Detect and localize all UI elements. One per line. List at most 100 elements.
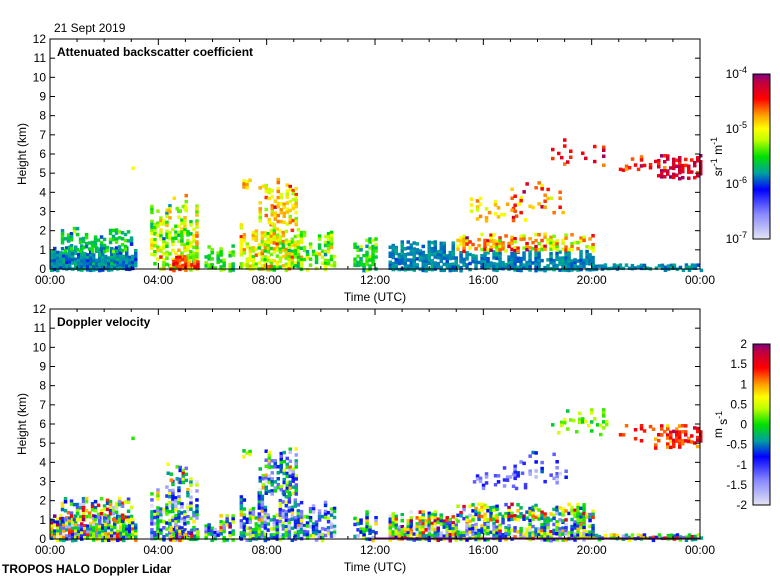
data-cell bbox=[196, 533, 200, 537]
data-cell bbox=[551, 423, 555, 427]
data-cell bbox=[511, 484, 516, 488]
data-cell bbox=[576, 511, 580, 516]
data-cell bbox=[516, 265, 520, 269]
x-axis-label: Time (UTC) bbox=[344, 560, 406, 574]
data-cell bbox=[110, 250, 114, 254]
data-cell bbox=[654, 443, 658, 447]
data-cell bbox=[579, 535, 583, 539]
data-cell bbox=[107, 268, 111, 272]
data-cell bbox=[62, 263, 66, 268]
data-cell bbox=[272, 241, 277, 245]
data-cell bbox=[174, 496, 178, 500]
data-cell bbox=[678, 177, 682, 181]
data-cell bbox=[77, 258, 81, 263]
data-cell bbox=[98, 531, 102, 535]
data-cell bbox=[77, 261, 81, 266]
data-cell bbox=[119, 257, 123, 261]
data-cell bbox=[551, 156, 555, 161]
data-cell bbox=[288, 459, 292, 463]
data-cell bbox=[573, 261, 577, 265]
data-cell bbox=[528, 246, 532, 250]
data-cell bbox=[687, 265, 692, 269]
data-cell bbox=[400, 516, 404, 520]
data-cell bbox=[445, 254, 449, 258]
data-cell bbox=[654, 446, 658, 450]
data-cell bbox=[273, 211, 277, 215]
data-cell bbox=[421, 516, 425, 520]
data-cell bbox=[254, 238, 259, 242]
data-cell bbox=[104, 254, 108, 259]
data-cell bbox=[489, 509, 493, 513]
data-cell bbox=[71, 520, 75, 525]
data-cell bbox=[696, 533, 701, 537]
data-cell bbox=[99, 247, 104, 251]
colorbar-tick-label: -1 bbox=[736, 458, 747, 472]
data-cell bbox=[513, 259, 517, 263]
data-cell bbox=[72, 229, 77, 234]
data-cell bbox=[195, 222, 199, 226]
data-cell bbox=[125, 261, 129, 265]
data-cell bbox=[576, 533, 580, 538]
data-cell bbox=[561, 510, 565, 514]
data-cell bbox=[558, 196, 562, 200]
data-cell bbox=[72, 517, 77, 522]
y-tick-label: 1 bbox=[39, 513, 46, 527]
data-cell bbox=[181, 474, 185, 479]
data-cell bbox=[184, 256, 188, 260]
data-cell bbox=[291, 188, 295, 193]
data-cell bbox=[107, 538, 111, 542]
data-cell bbox=[299, 260, 304, 265]
data-cell bbox=[204, 527, 208, 531]
data-cell bbox=[291, 491, 295, 495]
data-cell bbox=[180, 505, 184, 509]
data-cell bbox=[189, 223, 193, 227]
data-cell bbox=[501, 260, 505, 265]
data-cell bbox=[486, 506, 490, 510]
data-cell bbox=[409, 264, 413, 268]
data-cell bbox=[62, 532, 66, 537]
data-cell bbox=[451, 262, 455, 266]
data-cell bbox=[285, 462, 289, 467]
data-cell bbox=[120, 243, 125, 247]
data-cell bbox=[263, 529, 268, 534]
data-cell bbox=[596, 423, 600, 427]
data-cell bbox=[356, 245, 360, 250]
data-cell bbox=[266, 238, 271, 242]
data-cell bbox=[62, 523, 66, 528]
data-cell bbox=[329, 254, 334, 259]
data-cell bbox=[415, 531, 419, 535]
data-cell bbox=[513, 467, 517, 472]
data-cell bbox=[294, 477, 298, 481]
data-cell bbox=[400, 255, 404, 259]
data-cell bbox=[174, 520, 178, 524]
data-cell bbox=[654, 437, 658, 441]
data-cell bbox=[561, 256, 565, 260]
data-cell bbox=[684, 538, 689, 542]
data-cell bbox=[305, 530, 310, 534]
data-cell bbox=[388, 538, 392, 542]
data-cell bbox=[520, 471, 525, 475]
data-cell bbox=[105, 501, 110, 506]
data-cell bbox=[107, 526, 111, 530]
data-cell bbox=[180, 218, 184, 222]
data-cell bbox=[317, 518, 322, 522]
data-cell bbox=[445, 525, 449, 529]
data-cell bbox=[486, 251, 490, 255]
data-cell bbox=[636, 533, 641, 537]
data-cell bbox=[293, 534, 298, 538]
data-cell bbox=[293, 261, 298, 265]
data-cell bbox=[101, 538, 105, 543]
data-cell bbox=[68, 263, 72, 268]
data-cell bbox=[546, 264, 550, 268]
data-cell bbox=[162, 264, 166, 268]
data-cell bbox=[576, 521, 580, 526]
data-cell bbox=[195, 498, 199, 502]
data-cell bbox=[195, 225, 199, 229]
data-cell bbox=[293, 525, 298, 529]
data-cell bbox=[522, 532, 526, 537]
data-cell bbox=[561, 538, 565, 542]
data-cell bbox=[65, 534, 69, 538]
data-cell bbox=[543, 515, 547, 519]
data-cell bbox=[436, 526, 440, 530]
data-cell bbox=[111, 511, 116, 516]
